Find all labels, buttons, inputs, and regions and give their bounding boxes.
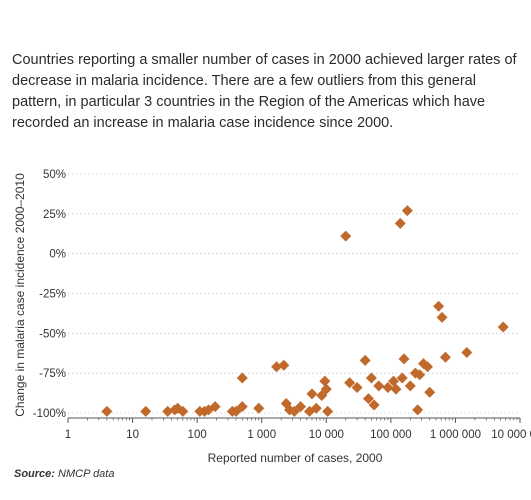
data-point	[401, 205, 413, 217]
data-point	[344, 377, 356, 389]
data-point	[396, 372, 408, 384]
x-tick-label: 1 000	[247, 429, 276, 441]
axes	[67, 417, 521, 423]
y-tick-label: 0%	[49, 249, 66, 261]
grid-lines	[68, 173, 520, 414]
y-axis-label: Change in malaria case incidence 2000–20…	[13, 173, 27, 417]
data-points	[101, 205, 509, 417]
x-tick-label: 100	[188, 429, 207, 441]
x-tick-label: 10 000 000	[491, 429, 531, 441]
data-point	[414, 369, 426, 381]
source-note: Source: NMCP data	[14, 468, 114, 480]
data-point	[412, 404, 424, 416]
x-tick-label: 1	[65, 429, 71, 441]
data-point	[351, 382, 363, 394]
x-tick-label: 10 000	[309, 429, 344, 441]
data-point	[236, 401, 248, 413]
data-point	[368, 399, 380, 411]
data-point	[404, 380, 416, 392]
data-point	[365, 372, 377, 384]
data-point	[253, 402, 265, 414]
data-point	[388, 375, 400, 387]
data-point	[306, 388, 318, 400]
data-point	[382, 382, 394, 394]
data-point	[436, 311, 448, 323]
data-point	[398, 353, 410, 365]
data-point	[278, 359, 290, 371]
y-tick-label: -50%	[39, 328, 66, 340]
data-point	[373, 380, 385, 392]
data-point	[390, 383, 402, 395]
source-label: Source:	[14, 468, 55, 480]
source-value: NMCP data	[58, 468, 115, 480]
data-point	[310, 402, 322, 414]
data-point	[236, 372, 248, 384]
x-tick-labels: 1 10 100 1 000 10 000 100 000 1 000 000 10 000 …	[65, 429, 531, 441]
y-tick-label: -25%	[39, 289, 66, 301]
data-point	[288, 405, 300, 417]
data-point	[320, 383, 332, 395]
data-point	[101, 405, 113, 417]
data-point	[230, 405, 242, 417]
data-point	[433, 300, 445, 312]
data-point	[497, 321, 509, 333]
y-tick-label: 25%	[43, 209, 66, 221]
data-point	[340, 230, 352, 242]
y-tick-label: -75%	[39, 368, 66, 380]
data-point	[322, 405, 334, 417]
y-tick-labels: 50% 25% 0% -25% -50% -75% -100%	[33, 169, 66, 420]
data-point	[362, 393, 374, 405]
data-point	[359, 354, 371, 366]
x-axis-label: Reported number of cases, 2000	[208, 451, 383, 465]
x-tick-label: 1 000 000	[430, 429, 481, 441]
x-tick-label: 100 000	[370, 429, 412, 441]
data-point	[295, 401, 307, 413]
data-point	[424, 386, 436, 398]
intro-paragraph: Countries reporting a smaller number of …	[12, 52, 517, 131]
data-point	[140, 405, 152, 417]
y-tick-label: -100%	[33, 408, 66, 420]
data-point	[209, 401, 221, 413]
data-point	[319, 375, 331, 387]
data-point	[394, 217, 406, 229]
data-point	[422, 361, 434, 373]
x-tick-label: 10	[126, 429, 139, 441]
data-point	[271, 361, 283, 373]
data-point	[439, 351, 451, 363]
data-point	[461, 346, 473, 358]
data-point	[177, 405, 189, 417]
y-tick-label: 50%	[43, 169, 66, 181]
